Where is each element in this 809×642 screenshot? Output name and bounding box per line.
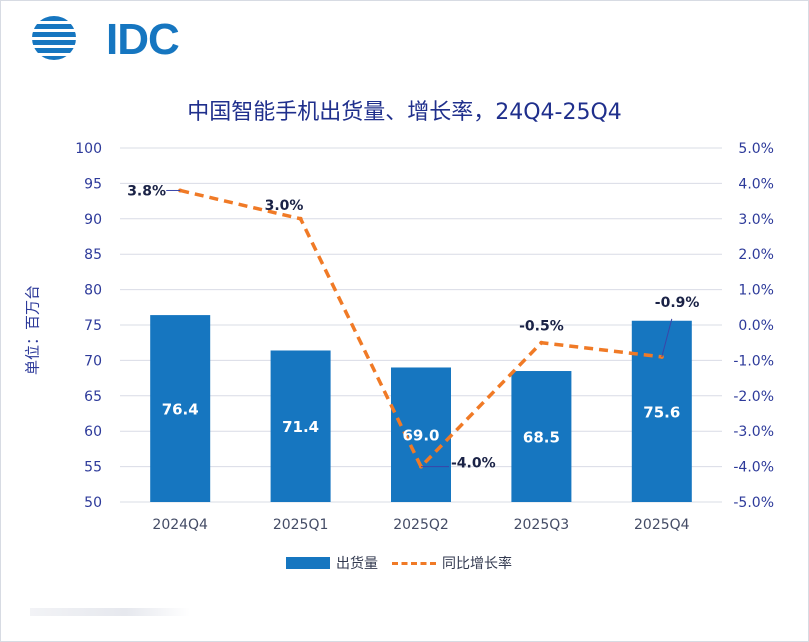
y-left-tick-label: 75 bbox=[84, 318, 102, 334]
x-tick-label: 2025Q4 bbox=[634, 517, 690, 533]
legend-label-shipments: 出货量 bbox=[336, 556, 378, 572]
y-right-tick-label: 1.0% bbox=[738, 283, 774, 299]
y-left-tick-label: 50 bbox=[84, 495, 102, 511]
decorative-fade-bar bbox=[30, 608, 190, 616]
bar-value-label: 76.4 bbox=[162, 401, 199, 419]
idc-logo: IDC bbox=[30, 14, 180, 64]
bar-2025Q2 bbox=[391, 367, 451, 502]
y-left-tick-label: 85 bbox=[84, 247, 102, 263]
logo-text: IDC bbox=[106, 15, 180, 64]
bar-value-label: 68.5 bbox=[523, 429, 560, 447]
legend-swatch-bar bbox=[286, 557, 330, 569]
y-right-tick-label: 2.0% bbox=[738, 247, 774, 263]
growth-rate-label: -4.0% bbox=[451, 456, 496, 472]
bar-2025Q4 bbox=[631, 320, 692, 502]
bar-2025Q1 bbox=[270, 350, 331, 502]
y-right-tick-label: 4.0% bbox=[738, 176, 774, 192]
x-tick-label: 2024Q4 bbox=[152, 517, 208, 533]
y-left-tick-label: 60 bbox=[84, 424, 102, 440]
leader-line bbox=[661, 318, 673, 357]
y-left-tick-label: 80 bbox=[84, 283, 102, 299]
growth-rate-point-2025Q1 bbox=[298, 216, 303, 221]
bar-2025Q3 bbox=[511, 371, 572, 502]
y-right-tick-label: 0.0% bbox=[738, 318, 774, 334]
legend: 出货量 同比增长率 bbox=[286, 552, 512, 574]
bar-2024Q4 bbox=[150, 315, 211, 502]
y-right-tick-label: -4.0% bbox=[733, 460, 774, 476]
y-right-tick-label: 5.0% bbox=[738, 141, 774, 157]
legend-item-shipments: 出货量 bbox=[286, 553, 378, 573]
growth-rate-line bbox=[179, 188, 663, 470]
growth-rate-label: 3.0% bbox=[265, 198, 304, 214]
y-right-tick-label: -2.0% bbox=[733, 389, 774, 405]
x-tick-label: 2025Q3 bbox=[514, 517, 570, 533]
bar-value-label: 75.6 bbox=[643, 403, 680, 421]
y-left-tick-label: 65 bbox=[84, 389, 102, 405]
x-tick-label: 2025Q2 bbox=[393, 517, 449, 533]
y-right-tick-label: -3.0% bbox=[733, 424, 774, 440]
bar-value-label: 71.4 bbox=[282, 418, 319, 436]
y-left-tick-label: 90 bbox=[84, 212, 102, 228]
y-left-tick-label: 100 bbox=[75, 141, 102, 157]
legend-label-growth: 同比增长率 bbox=[442, 556, 512, 572]
bar-value-label: 69.0 bbox=[402, 427, 439, 445]
idc-globe-icon bbox=[32, 16, 76, 60]
y-left-tick-label: 70 bbox=[84, 353, 102, 369]
y-right-tick-label: -1.0% bbox=[733, 353, 774, 369]
legend-swatch-line bbox=[392, 561, 436, 565]
y-right-tick-label: 3.0% bbox=[738, 212, 774, 228]
y-left-tick-label: 55 bbox=[84, 460, 102, 476]
growth-rate-label: 3.8% bbox=[127, 183, 166, 199]
y-left-tick-label: 95 bbox=[84, 176, 102, 192]
growth-rate-point-2025Q3 bbox=[539, 340, 544, 345]
legend-item-growth: 同比增长率 bbox=[392, 553, 512, 573]
y-right-tick-label: -5.0% bbox=[733, 495, 774, 511]
growth-rate-label: -0.9% bbox=[655, 295, 700, 311]
chart-title: 中国智能手机出货量、增长率，24Q4-25Q4 bbox=[187, 100, 622, 125]
growth-rate-label: -0.5% bbox=[519, 319, 564, 335]
x-tick-label: 2025Q1 bbox=[273, 517, 329, 533]
